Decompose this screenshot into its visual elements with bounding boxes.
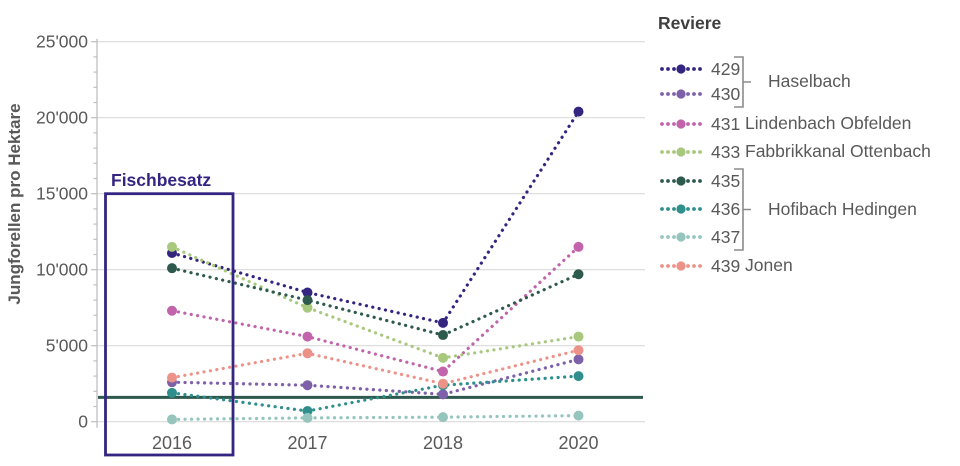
series-line-433 — [170, 245, 581, 360]
legend-series-id: 430 — [711, 83, 741, 104]
legend-series-id: 435 — [711, 170, 741, 191]
data-point-marker-436 — [302, 406, 313, 417]
legend-series-id: 436 — [711, 198, 741, 219]
data-point-marker-433 — [438, 352, 448, 363]
data-series — [167, 106, 584, 425]
data-point-marker-431 — [438, 366, 448, 377]
annotation-rect — [104, 192, 235, 457]
legend-marker-icon — [660, 232, 702, 242]
y-axis-title: Jungforellen pro Hektare — [5, 103, 24, 304]
legend-item-430: 430 — [658, 83, 743, 105]
data-point-marker-430 — [573, 354, 584, 365]
y-tick-label: 15'000 — [36, 184, 88, 204]
data-point-marker-435 — [438, 330, 448, 341]
data-point-marker-433 — [167, 241, 177, 252]
series-line-439 — [170, 348, 581, 386]
data-point-marker-439 — [302, 348, 313, 359]
data-point-marker-431 — [302, 331, 313, 342]
legend-item-439: 439 — [658, 255, 743, 277]
data-point-marker-439 — [167, 372, 177, 383]
data-point-marker-429 — [438, 317, 448, 328]
annotation-box — [104, 192, 235, 457]
data-point-marker-429 — [302, 287, 313, 298]
legend-group-label: Haselbach — [768, 71, 851, 91]
data-point-marker-439 — [573, 345, 584, 356]
data-point-marker-436 — [573, 371, 584, 382]
legend-series-id: 431 — [711, 113, 741, 134]
legend-title: Reviere — [658, 13, 722, 33]
data-point-marker-430 — [302, 380, 313, 391]
data-point-marker-437 — [438, 412, 448, 423]
legend-marker-icon — [660, 261, 702, 271]
legend-marker-icon — [660, 147, 702, 157]
legend-marker-icon — [660, 64, 702, 74]
legend-item-435: 435 — [658, 170, 743, 192]
y-tick-label: 10'000 — [36, 260, 88, 280]
legend-series-name: Jonen — [745, 255, 793, 275]
series-line-429 — [170, 110, 581, 325]
x-tick-label: 2018 — [423, 433, 463, 453]
data-point-marker-431 — [167, 305, 177, 316]
legend-group-label: Hofibach Hedingen — [768, 198, 917, 219]
y-tick-label: 25'000 — [36, 32, 88, 52]
legend-group-bracket — [734, 168, 751, 251]
data-point-marker-435 — [167, 263, 177, 274]
data-point-marker-431 — [573, 241, 584, 252]
legend-series-name: Lindenbach Obfelden — [745, 113, 912, 133]
legend-item-437: 437 — [658, 226, 743, 248]
x-tick-label: 2020 — [558, 433, 598, 453]
x-tick-label: 2017 — [287, 433, 327, 453]
data-point-marker-435 — [573, 269, 584, 280]
legend-item-433: 433 — [658, 141, 743, 163]
legend-series-id: 429 — [711, 58, 741, 79]
data-point-marker-435 — [302, 295, 313, 306]
y-tick-label: 0 — [78, 412, 88, 432]
legend-marker-icon — [660, 119, 702, 129]
data-point-marker-436 — [167, 387, 177, 398]
data-point-marker-437 — [302, 412, 313, 423]
data-point-marker-439 — [438, 378, 448, 389]
y-tick-label: 5'000 — [46, 336, 89, 356]
legend-series-id: 439 — [711, 255, 741, 276]
y-tick-label: 20'000 — [36, 108, 88, 128]
legend-series-id: 433 — [711, 141, 741, 162]
legend-marker-icon — [660, 176, 702, 186]
data-point-marker-430 — [438, 389, 448, 400]
legend-series-id: 437 — [711, 226, 741, 247]
legend-marker-icon — [660, 89, 702, 99]
data-point-marker-437 — [167, 414, 177, 425]
legend-marker-icon — [660, 204, 702, 214]
series-line-435 — [170, 266, 581, 337]
data-point-marker-429 — [573, 106, 584, 117]
legend-item-431: 431 — [658, 113, 743, 135]
data-point-marker-437 — [573, 410, 584, 421]
annotation-label: Fischbesatz — [111, 170, 211, 190]
legend-item-429: 429 — [658, 58, 743, 80]
x-tick-label: 2016 — [152, 433, 192, 453]
legend-group-bracket — [734, 56, 751, 108]
data-point-marker-433 — [573, 331, 584, 342]
legend-item-436: 436 — [658, 198, 743, 220]
series-line-437 — [170, 414, 581, 422]
series-line-431 — [170, 245, 581, 374]
data-point-marker-433 — [302, 302, 313, 313]
legend-series-name: Fabbrikkanal Ottenbach — [745, 141, 931, 161]
y-axis: 0 5'000 10'000 15'000 20'000 25'000 2016 2017 20… — [36, 32, 599, 453]
